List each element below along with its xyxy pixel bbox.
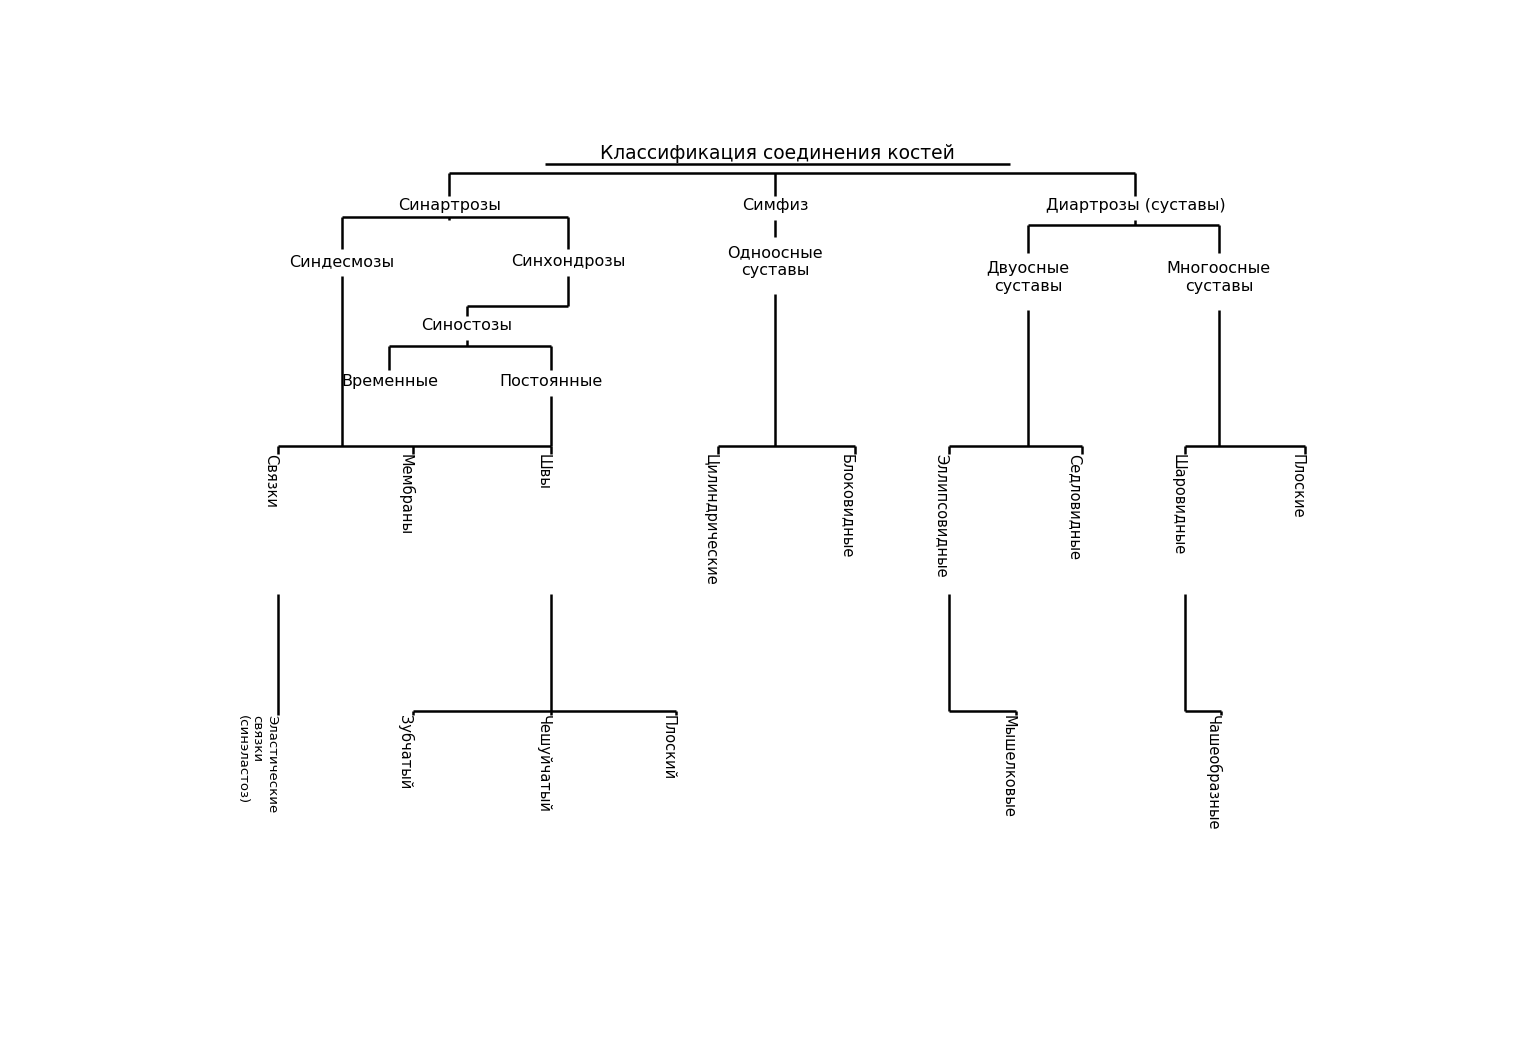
Text: Швы: Швы [536, 454, 551, 490]
Text: Симфиз: Симфиз [742, 198, 808, 213]
Text: Эластические
связки
(синэластоз): Эластические связки (синэластоз) [236, 715, 279, 813]
Text: Одноосные
суставы: Одноосные суставы [727, 245, 822, 277]
Text: Шаровидные: Шаровидные [1170, 454, 1186, 555]
Text: Мышелковые: Мышелковые [1001, 715, 1016, 818]
Text: Мембраны: Мембраны [397, 454, 413, 536]
Text: Цилиндрические: Цилиндрические [702, 454, 718, 586]
Text: Плоские: Плоские [1291, 454, 1304, 519]
Text: Синартрозы: Синартрозы [397, 198, 500, 213]
Text: Чешуйчатый: Чешуйчатый [536, 715, 551, 813]
Text: Седловидные: Седловидные [1067, 454, 1081, 560]
Text: Синдесмозы: Синдесмозы [290, 254, 394, 269]
Text: Многоосные
суставы: Многоосные суставы [1167, 262, 1270, 294]
Text: Диартрозы (суставы): Диартрозы (суставы) [1046, 198, 1226, 213]
Text: Плоский: Плоский [661, 715, 676, 780]
Text: Чашеобразные: Чашеобразные [1206, 715, 1221, 830]
Text: Связки: Связки [263, 454, 279, 508]
Text: Зубчатый: Зубчатый [397, 715, 413, 789]
Text: Классификация соединения костей: Классификация соединения костей [601, 144, 955, 163]
Text: Синостозы: Синостозы [422, 318, 513, 333]
Text: Синхондрозы: Синхондрозы [511, 254, 625, 269]
Text: Временные: Временные [340, 374, 437, 390]
Text: Постоянные: Постоянные [499, 374, 602, 390]
Text: Двуосные
суставы: Двуосные суставы [987, 262, 1069, 294]
Text: Эллипсовидные: Эллипсовидные [935, 454, 949, 577]
Text: Блоковидные: Блоковидные [839, 454, 855, 559]
